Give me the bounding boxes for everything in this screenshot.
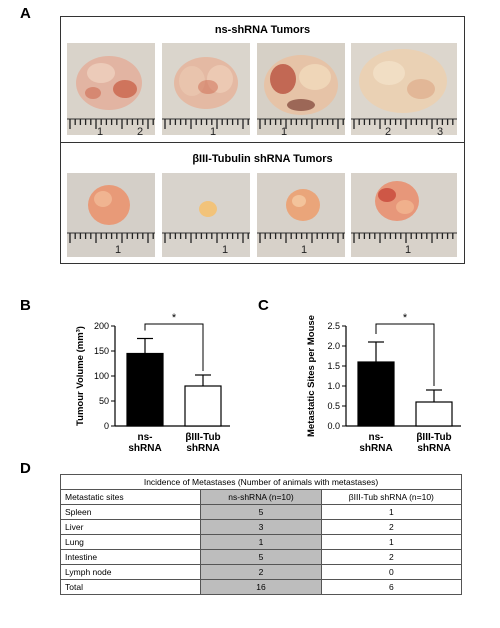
svg-text:1: 1 [281, 126, 287, 135]
volume-bar [126, 352, 164, 427]
table-cell: 5 [200, 504, 322, 520]
volume-y-tick-label: 50 [99, 396, 109, 406]
table-cell: 1 [320, 504, 463, 520]
biii-tubulin-shrna-tumors-title: βIII-Tubulin shRNA Tumors [192, 153, 333, 165]
metastasis-significance-star: * [403, 312, 408, 324]
svg-text:2: 2 [385, 126, 391, 135]
tumor-photo-ns-3: 1 [257, 43, 345, 135]
table-cell: 2 [200, 564, 322, 580]
tumor-photo-biii-3: 1 [257, 173, 345, 257]
table-row: Liver 3 2 [59, 519, 463, 535]
table-row: Intestine 5 2 [59, 549, 463, 565]
table-cell: 5 [200, 549, 322, 565]
metastasis-x-tick-label: βIII-Tub [416, 432, 451, 443]
metastasis-x-tick-label: ns- [369, 432, 384, 443]
volume-y-tick-label: 200 [94, 321, 109, 331]
tumor-photo-ns-1: 1 2 [67, 43, 155, 135]
table-cell: 0 [320, 564, 463, 580]
metastasis-significance-bracket [375, 323, 435, 386]
panel-d-label: D [20, 460, 31, 477]
table-header-row: Metastatic sites ns-shRNA (n=10) βIII-Tub … [59, 489, 463, 505]
table-header-cell: ns-shRNA (n=10) [200, 489, 322, 505]
tumor-photo-ns-4: 2 3 [351, 43, 457, 135]
table-cell: 6 [320, 579, 463, 595]
svg-text:3: 3 [437, 126, 443, 135]
metastasis-x-tick-label: shRNA [417, 443, 450, 454]
table-row: Lung 1 1 [59, 534, 463, 550]
tumor-photo-ns-2: 1 [162, 43, 250, 135]
volume-x-tick-label: shRNA [128, 443, 161, 454]
table-cell: Spleen [59, 504, 202, 520]
svg-text:1: 1 [97, 126, 103, 135]
svg-text:1: 1 [301, 244, 307, 256]
tumor-photo-panel: ns-shRNA Tumors βIII-Tubulin shRNA Tumor… [60, 16, 465, 264]
metastases-incidence-table: Incidence of Metastases (Number of anima… [59, 474, 463, 595]
metastasis-bar [415, 401, 453, 427]
volume-x-tick-label: shRNA [186, 443, 219, 454]
volume-y-tick-label: 100 [94, 371, 109, 381]
volume-y-axis-label: Tumour Volume (mm³) [75, 326, 86, 426]
volume-x-tick-label: ns- [138, 432, 153, 443]
table-header-cell: βIII-Tub shRNA (n=10) [320, 489, 463, 505]
volume-bar [184, 385, 222, 427]
svg-text:1: 1 [222, 244, 228, 256]
svg-text:1: 1 [115, 244, 121, 256]
table-header-cell: Metastatic sites [59, 489, 202, 505]
metastatic-sites-chart: 0.0 0.5 1.0 1.5 2.0 2.5 Metastatic Sites per M… [306, 312, 461, 454]
panel-b-label: B [20, 297, 31, 314]
table-cell: Liver [59, 519, 202, 535]
tumor-photo-biii-1: 1 [67, 173, 155, 257]
metastasis-y-axis-label: Metastatic Sites per Mouse [306, 315, 317, 437]
metastasis-y-tick-label: 2.5 [327, 321, 340, 331]
metastasis-y-tick-label: 0.5 [327, 401, 340, 411]
volume-x-tick-label: βIII-Tub [185, 432, 220, 443]
volume-y-tick-label: 0 [104, 421, 109, 431]
table-cell: 3 [200, 519, 322, 535]
table-cell: 16 [200, 579, 322, 595]
panel-divider [61, 142, 464, 143]
table-cell: Intestine [59, 549, 202, 565]
table-cell: 1 [320, 534, 463, 550]
metastasis-y-tick-label: 1.0 [327, 381, 340, 391]
ns-shrna-tumors-title: ns-shRNA Tumors [214, 24, 311, 36]
tumor-photo-biii-2: 1 [162, 173, 250, 257]
volume-significance-bracket [144, 323, 204, 371]
panel-a-label: A [20, 5, 31, 22]
metastasis-bar [357, 361, 395, 427]
table-cell: 2 [320, 549, 463, 565]
svg-text:1: 1 [210, 126, 216, 135]
panel-c-label: C [258, 297, 269, 314]
table-cell: 1 [200, 534, 322, 550]
metastasis-y-tick-label: 2.0 [327, 341, 340, 351]
svg-text:2: 2 [137, 126, 143, 135]
table-cell: 2 [320, 519, 463, 535]
metastasis-y-tick-label: 1.5 [327, 361, 340, 371]
metastasis-x-tick-label: shRNA [359, 443, 392, 454]
tumor-photo-biii-4: 1 [351, 173, 457, 257]
table-row: Total 16 6 [59, 579, 463, 595]
volume-significance-star: * [172, 312, 177, 324]
table-row: Spleen 5 1 [59, 504, 463, 520]
svg-text:1: 1 [405, 244, 411, 256]
table-cell: Lymph node [59, 564, 202, 580]
metastasis-y-tick-label: 0.0 [327, 421, 340, 431]
table-cell: Total [59, 579, 202, 595]
volume-y-tick-label: 150 [94, 346, 109, 356]
table-cell: Lung [59, 534, 202, 550]
table-title: Incidence of Metastases (Number of anima… [60, 474, 462, 490]
table-row: Lymph node 2 0 [59, 564, 463, 580]
